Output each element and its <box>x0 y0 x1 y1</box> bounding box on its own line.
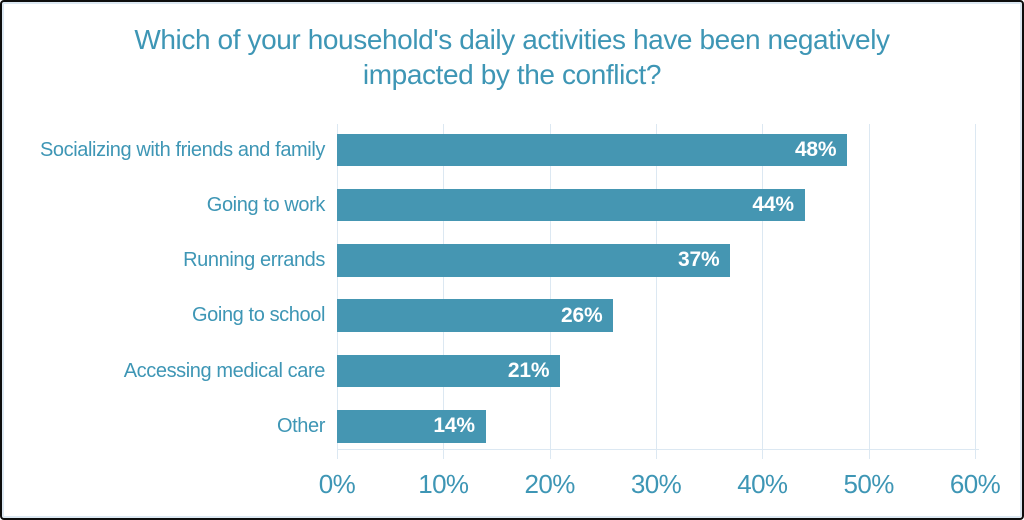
axis-tick <box>549 449 551 459</box>
x-axis-label: 60% <box>949 469 1001 499</box>
bar: 26% <box>337 299 614 332</box>
bar-value-label: 26% <box>561 303 603 327</box>
category-label: Socializing with friends and family <box>39 138 325 161</box>
x-axis-label: 40% <box>737 469 788 499</box>
gridline <box>443 124 445 449</box>
gridline <box>762 124 764 449</box>
x-axis-label: 50% <box>843 469 895 499</box>
x-axis-label: 0% <box>318 469 356 499</box>
bar-value-label: 48% <box>794 137 837 161</box>
bar-value-label: 14% <box>433 414 475 438</box>
bar-value-label: 44% <box>752 193 794 217</box>
x-axis-label: 30% <box>630 469 682 499</box>
x-axis-label: 10% <box>418 469 469 499</box>
bar: 14% <box>337 410 486 443</box>
gridline <box>868 124 870 449</box>
axis-tick <box>656 449 657 459</box>
axis-tick <box>443 449 445 459</box>
chart-title: Which of your household's daily activiti… <box>2 22 1022 92</box>
axis-tick <box>337 449 338 459</box>
category-label: Going to work <box>206 193 326 216</box>
axis-tick <box>868 449 870 459</box>
category-label: Running errands <box>183 249 325 272</box>
bar-value-label: 37% <box>677 248 720 272</box>
bar-value-label: 21% <box>507 358 550 382</box>
category-label: Going to school <box>192 304 325 327</box>
bar: 44% <box>337 188 805 222</box>
gridline <box>975 124 976 449</box>
category-label: Other <box>276 415 325 437</box>
gridline <box>337 124 338 449</box>
axis-tick <box>975 449 976 459</box>
axis-tick <box>762 449 764 459</box>
bar: 21% <box>337 354 561 388</box>
gridline <box>656 124 657 449</box>
chart-title-line-2: impacted by the conflict? <box>362 59 662 90</box>
bar: 37% <box>337 244 731 277</box>
category-label: Accessing medical care <box>123 359 326 382</box>
chart-title-line-1: Which of your household's daily activiti… <box>134 24 890 55</box>
gridline <box>549 124 551 449</box>
x-axis-line <box>337 449 979 450</box>
x-axis-label: 20% <box>524 469 576 499</box>
bar: 48% <box>337 133 848 166</box>
